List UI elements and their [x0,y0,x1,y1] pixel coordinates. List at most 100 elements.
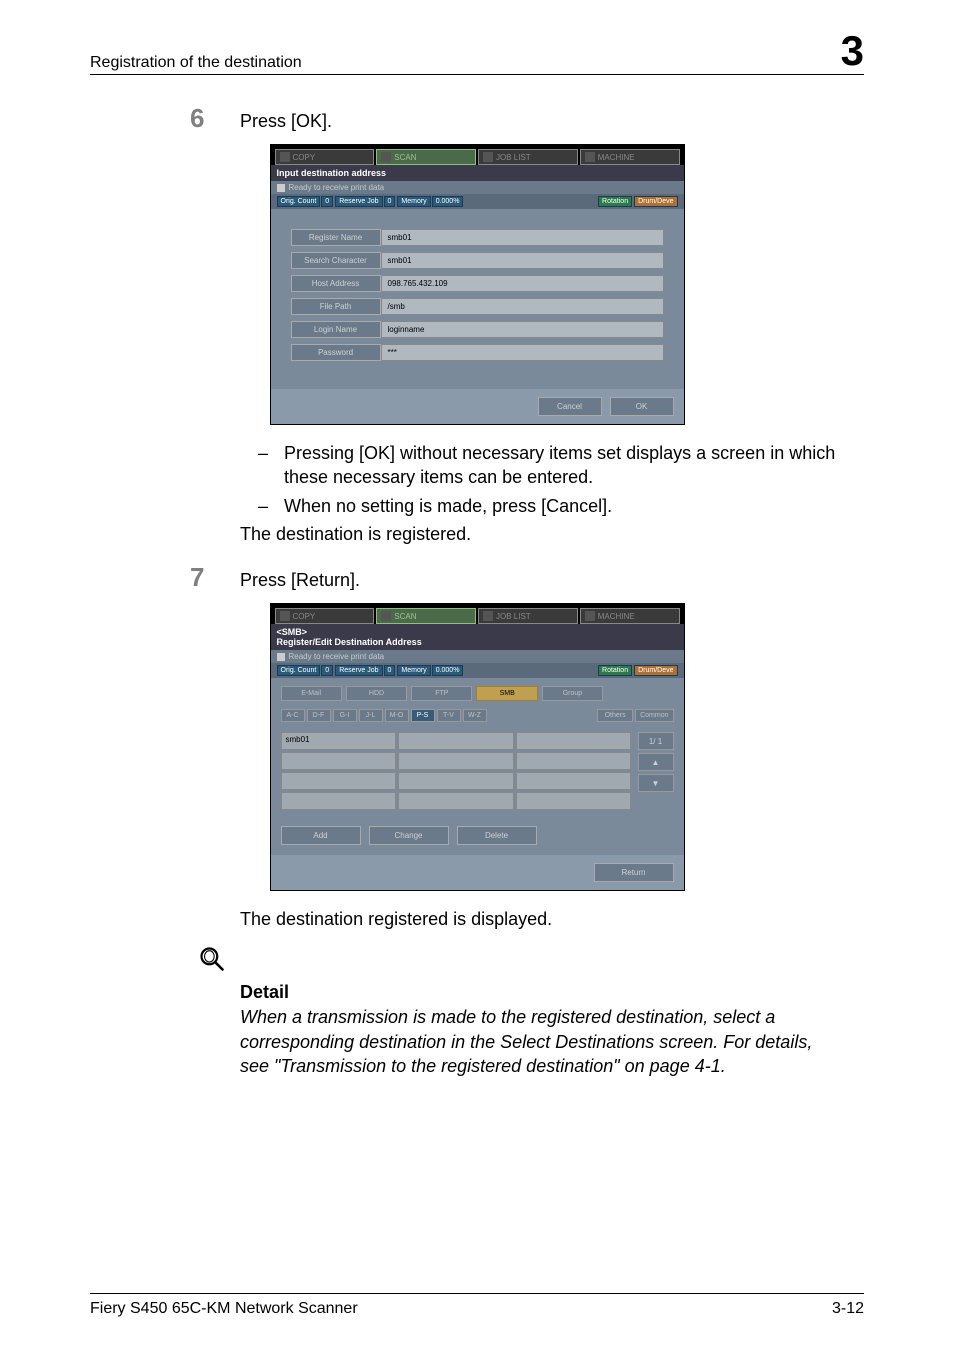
list-item-empty [398,752,514,770]
tab-joblist[interactable]: JOB LIST [478,149,578,165]
chapter-number: 3 [841,30,864,72]
rotation-label: Rotation [598,665,632,676]
page-indicator: 1/ 1 [638,732,674,750]
tab-label: SCAN [394,153,416,162]
alpha-wz[interactable]: W-Z [463,709,487,722]
alpha-jl[interactable]: J-L [359,709,383,722]
step-number: 7 [190,562,240,593]
tab-label: MACHINE [598,153,635,162]
bullet-text: Pressing [OK] without necessary items se… [284,441,844,490]
screen-title: <SMB> Register/Edit Destination Address [271,624,684,650]
tab-joblist[interactable]: JOB LIST [478,608,578,624]
reserve-label: Reserve Job [335,665,382,676]
memory-value: 0.000% [432,665,464,676]
host-address-value: 098.765.432.109 [381,275,664,292]
status-bar: Orig. Count0 Reserve Job0 Memory0.000% R… [271,194,684,209]
list-item-empty [516,732,632,750]
screenshot-register-edit: COPY SCAN JOB LIST MACHINE <SMB> Registe… [270,603,685,891]
tab-label: JOB LIST [496,153,531,162]
list-item-empty [516,792,632,810]
search-char-button[interactable]: Search Character [291,252,381,269]
return-button[interactable]: Return [594,863,674,882]
status-bar: Orig. Count0 Reserve Job0 Memory0.000% R… [271,663,684,678]
tab-copy[interactable]: COPY [275,149,375,165]
note-bullet-1: – Pressing [OK] without necessary items … [258,441,844,490]
row-file-path: File Path /smb [291,298,664,315]
file-path-button[interactable]: File Path [291,298,381,315]
machine-icon [585,152,595,162]
memory-label: Memory [397,665,430,676]
category-hdd[interactable]: HDD [346,686,407,701]
title: Register/Edit Destination Address [277,637,422,647]
tab-label: SCAN [394,612,416,621]
subtitle-text: Ready to receive print data [289,652,385,661]
scan-icon [381,152,391,162]
magnifier-icon [198,945,864,978]
printer-icon [277,184,285,192]
dash-icon: – [258,441,284,490]
tab-label: JOB LIST [496,612,531,621]
joblist-icon [483,152,493,162]
register-name-button[interactable]: Register Name [291,229,381,246]
orig-count-value: 0 [321,665,333,676]
nav-up-button[interactable]: ▲ [638,753,674,771]
subtitle-text: Ready to receive print data [289,183,385,192]
scan-icon [381,611,391,621]
reserve-value: 0 [384,665,396,676]
nav-column: 1/ 1 ▲ ▼ [638,732,674,810]
password-button[interactable]: Password [291,344,381,361]
category-group[interactable]: Group [542,686,603,701]
tab-machine[interactable]: MACHINE [580,608,680,624]
tab-bar: COPY SCAN JOB LIST MACHINE [271,145,684,165]
change-button[interactable]: Change [369,826,449,845]
rotation-label: Rotation [598,196,632,207]
add-button[interactable]: Add [281,826,361,845]
register-name-value: smb01 [381,229,664,246]
dash-icon: – [258,494,284,518]
result-text: The destination is registered. [240,522,844,546]
list-item[interactable]: smb01 [281,732,397,750]
alpha-gi[interactable]: G-I [333,709,357,722]
copy-icon [280,611,290,621]
tab-scan[interactable]: SCAN [376,608,476,624]
category-smb[interactable]: SMB [476,686,537,701]
login-name-button[interactable]: Login Name [291,321,381,338]
alpha-ps[interactable]: P-S [411,709,435,722]
printer-icon [277,653,285,661]
list-item-empty [281,772,397,790]
search-char-value: smb01 [381,252,664,269]
reserve-value: 0 [384,196,396,207]
ok-button[interactable]: OK [610,397,674,416]
common-button[interactable]: Common [635,709,673,722]
tab-machine[interactable]: MACHINE [580,149,680,165]
alpha-df[interactable]: D-F [307,709,331,722]
list-item-empty [281,752,397,770]
delete-button[interactable]: Delete [457,826,537,845]
tab-scan[interactable]: SCAN [376,149,476,165]
category-email[interactable]: E-Mail [281,686,342,701]
form-area: Register Name smb01 Search Character smb… [271,209,684,389]
tab-copy[interactable]: COPY [275,608,375,624]
tab-label: MACHINE [598,612,635,621]
alpha-tv[interactable]: T-V [437,709,461,722]
drum-label: Drum/Deve [634,665,677,676]
row-host-address: Host Address 098.765.432.109 [291,275,664,292]
cancel-button[interactable]: Cancel [538,397,602,416]
status-subtitle: Ready to receive print data [271,181,684,194]
status-subtitle: Ready to receive print data [271,650,684,663]
machine-icon [585,611,595,621]
category-ftp[interactable]: FTP [411,686,472,701]
list-item-empty [398,732,514,750]
others-button[interactable]: Others [597,709,633,722]
password-value: *** [381,344,664,361]
copy-icon [280,152,290,162]
tab-bar: COPY SCAN JOB LIST MACHINE [271,604,684,624]
drum-label: Drum/Deve [634,196,677,207]
memory-value: 0.000% [432,196,464,207]
alpha-ac[interactable]: A-C [281,709,305,722]
alpha-mo[interactable]: M-O [385,709,409,722]
pretitle: <SMB> [277,627,308,637]
host-address-button[interactable]: Host Address [291,275,381,292]
action-row: Add Change Delete [271,816,684,855]
nav-down-button[interactable]: ▼ [638,774,674,792]
